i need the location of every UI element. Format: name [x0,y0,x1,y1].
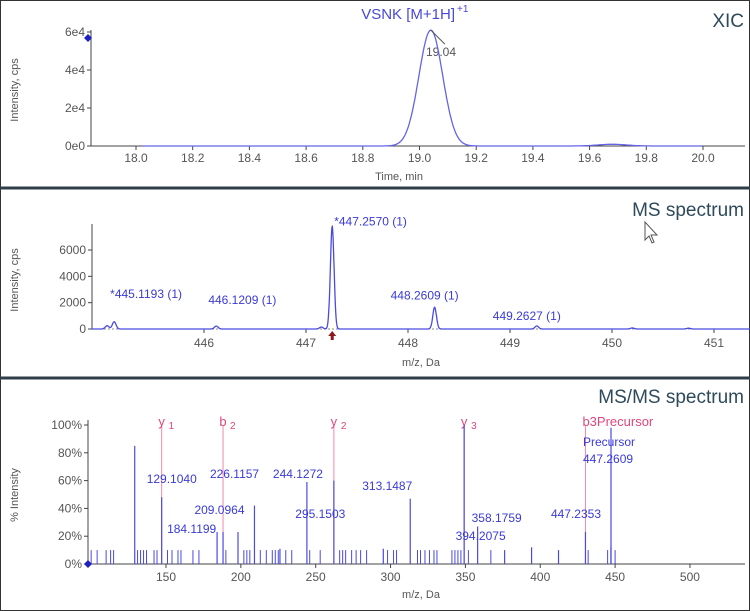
x-tick-label: 19.0 [408,151,432,165]
x-tick-label: 18.2 [181,151,205,165]
peak-label: 226.1157 [210,467,259,481]
y-tick-label: 20% [58,529,82,543]
annotation-leader [430,29,446,45]
y-axis-label: Intensity, cps [9,58,21,122]
y-tick-label: 80% [58,446,82,460]
ion-label: b [219,414,226,429]
peak-label: 129.1040 [147,472,197,486]
x-tick-label: 19.8 [635,151,659,165]
x-tick-label: 20.0 [691,151,715,165]
peak-label: 295.1503 [295,507,345,521]
x-tick-label: 450 [602,336,622,350]
ion-label: y [158,414,165,429]
x-tick-label: 446 [194,336,214,350]
marker-diamond-icon [84,560,92,568]
y-tick-label: 6000 [59,243,86,257]
xic-panel: XIC VSNK [M+1H] +1 Time, min Intensity, … [9,4,745,183]
ms-panel: MS spectrum m/z, Da Intensity, cps 446 44… [9,200,750,369]
peak-label: 244.1272 [273,467,323,481]
ion-label-subscript: 1 [169,421,175,432]
mouse-cursor-icon [644,220,659,244]
y-tick-label: 4e4 [65,63,85,77]
msms-panel: MS/MS spectrum m/z, Da % Intensity 150 20… [9,387,745,601]
x-tick-label: 350 [455,570,475,584]
y-tick-label: 2e4 [65,101,85,115]
peak-label: 394.2075 [456,529,506,543]
precursor-arrow-icon [328,331,337,340]
peak-label: 358.1759 [472,511,522,525]
x-tick-label: 451 [704,336,724,350]
x-tick-label: 447 [296,336,316,350]
x-tick-label: 18.8 [351,151,375,165]
peak-label: 313.1487 [362,479,412,493]
marker-diamond-icon [84,34,92,42]
panel-title-ms: MS spectrum [632,200,744,221]
peak-label: *445.1193 (1) [110,287,182,301]
peak-label: 449.2627 (1) [493,309,561,323]
x-axis-label: m/z, Da [402,589,441,601]
peak-label: 447.2609 [583,452,633,466]
x-axis-label: Time, min [375,171,423,183]
panel-title-msms: MS/MS spectrum [598,387,744,408]
y-tick-label: 0% [65,557,83,571]
peak-label: 446.1209 (1) [208,293,276,307]
x-tick-label: 300 [381,570,401,584]
x-tick-label: 18.6 [294,151,318,165]
x-tick-label: 18.0 [124,151,148,165]
y-axis-label: Intensity, cps [9,248,21,312]
y-tick-label: 4000 [59,269,86,283]
ion-label: y [461,414,468,429]
y-tick-label: 0 [79,322,86,336]
ion-label-subscript: 2 [341,421,347,432]
peak-label: 447.2353 [551,507,601,521]
peak-label: 448.2609 (1) [391,288,459,302]
x-tick-label: 500 [680,570,700,584]
peak-label-top: Precursor [583,435,635,449]
ion-label-subscript: 2 [230,421,236,432]
peak-label: 209.0964 [194,503,244,517]
y-tick-label: 100% [51,418,82,432]
peak-label: 184.1199 [167,522,216,536]
peak-annotation: 19.04 [426,45,456,59]
x-tick-label: 250 [306,570,326,584]
xic-trace [141,29,702,147]
x-tick-label: 19.6 [578,151,602,165]
x-tick-label: 448 [398,336,418,350]
x-tick-label: 18.4 [238,151,262,165]
y-tick-label: 2000 [59,296,86,310]
peak-label: *447.2570 (1) [334,214,407,228]
chart-title-superscript: +1 [457,4,469,15]
x-tick-label: 150 [156,570,176,584]
y-tick-label: 0e0 [65,139,85,153]
x-tick-label: 200 [231,570,251,584]
ion-label: y [331,414,338,429]
chart-title: VSNK [M+1H] [361,6,455,23]
y-axis-label: % Intensity [9,468,21,522]
y-tick-label: 40% [58,501,82,515]
x-axis-label: m/z, Da [402,357,441,369]
x-tick-label: 450 [605,570,625,584]
x-tick-label: 19.2 [465,151,489,165]
ion-label: b3Precursor [582,414,653,429]
x-tick-label: 400 [530,570,550,584]
x-tick-label: 449 [500,336,520,350]
y-tick-label: 6e4 [65,25,85,39]
ion-label-subscript: 3 [471,421,477,432]
ms-trace [91,224,750,330]
panel-title-xic: XIC [712,11,744,32]
y-tick-label: 60% [58,474,82,488]
x-tick-label: 19.4 [521,151,545,165]
